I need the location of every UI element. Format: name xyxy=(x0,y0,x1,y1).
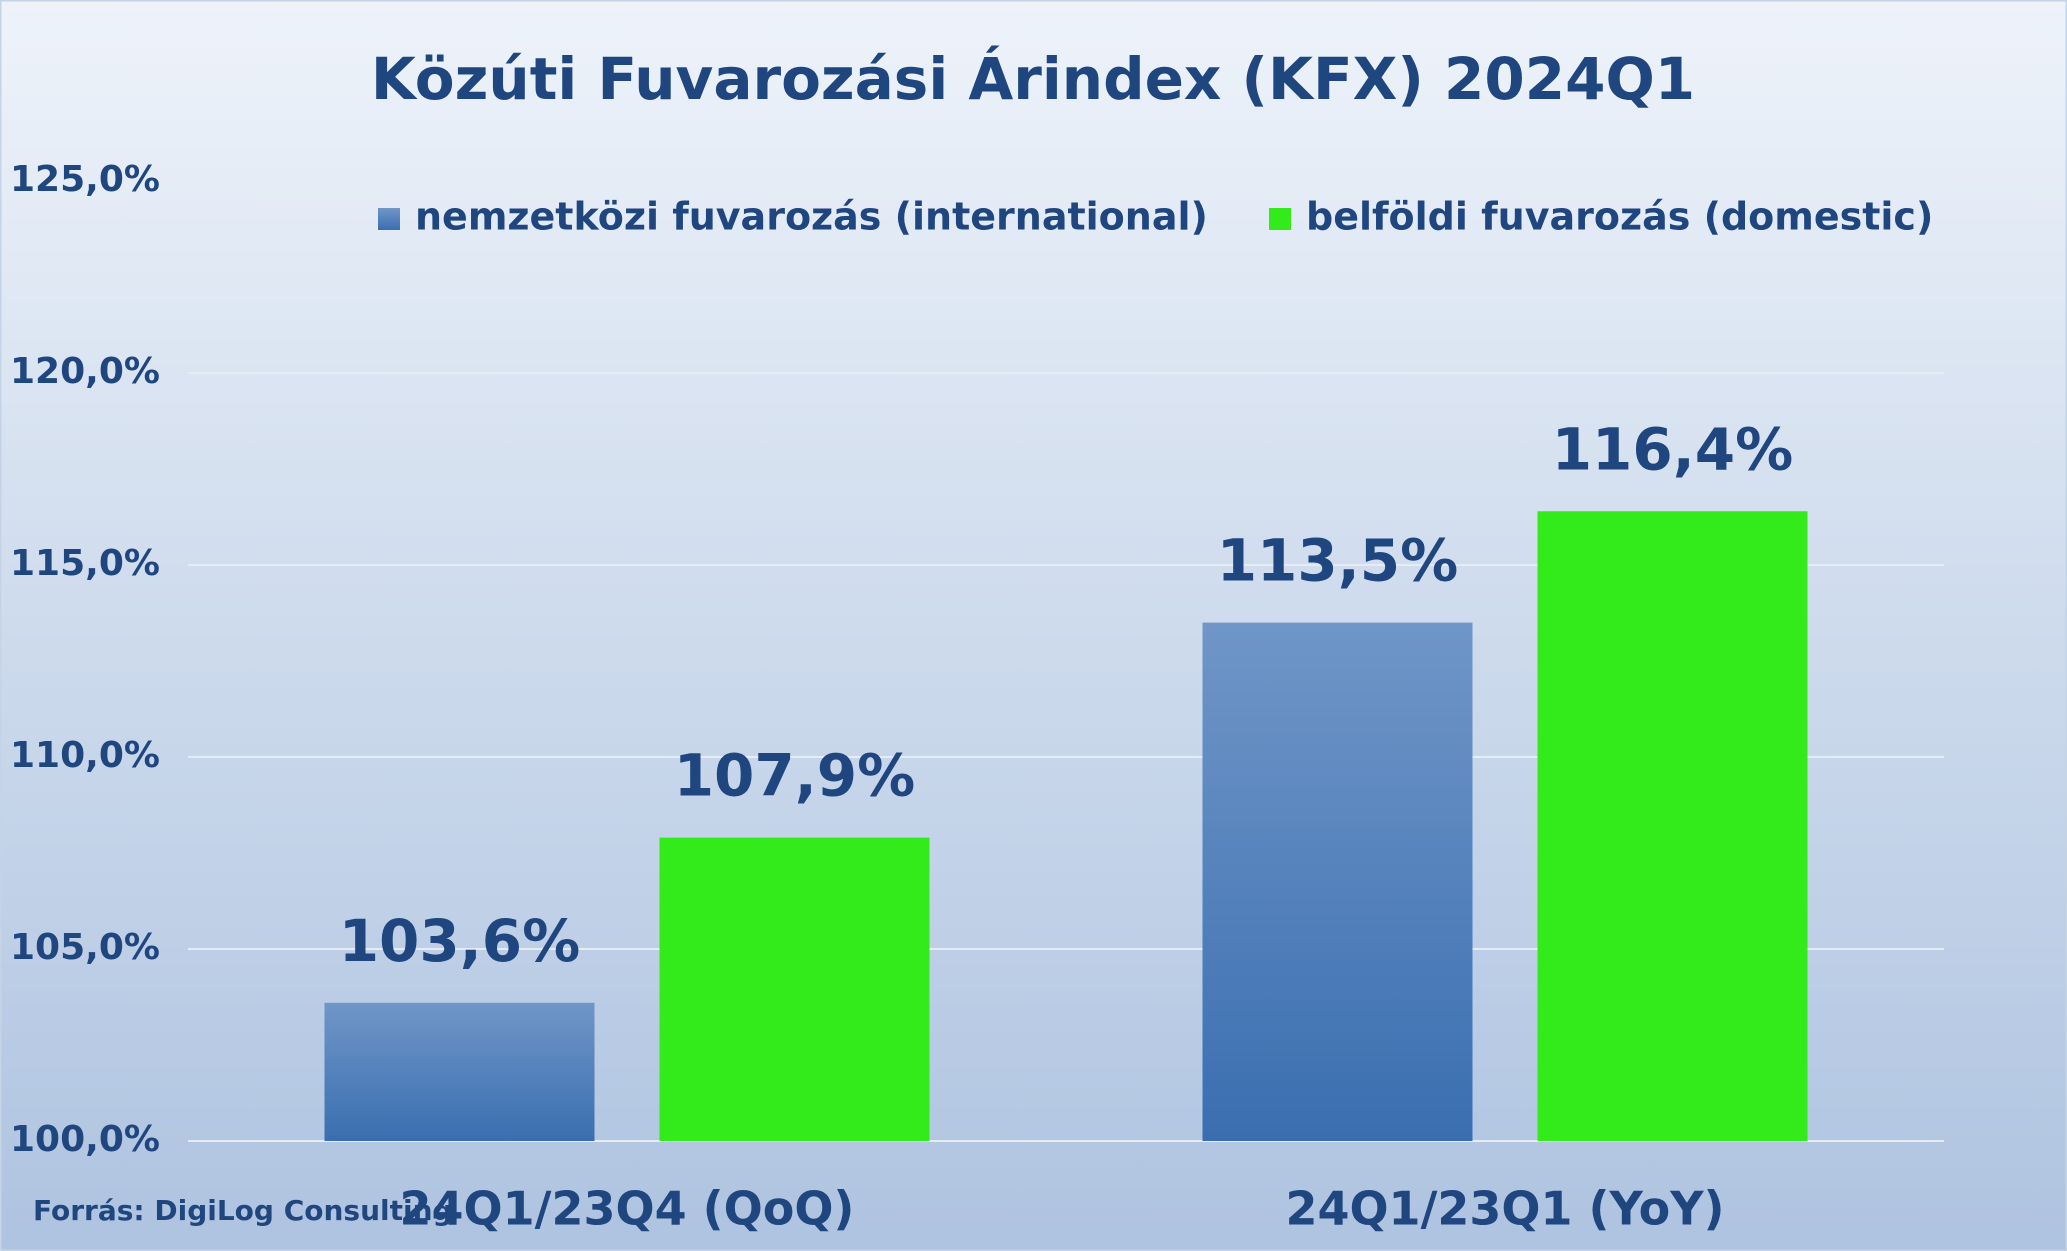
y-tick-label: 100,0% xyxy=(10,1119,160,1160)
value-label: 113,5% xyxy=(1217,527,1459,595)
x-tick-label: 24Q1/23Q4 (QoQ) xyxy=(400,1182,855,1236)
y-tick-label: 105,0% xyxy=(10,927,160,968)
bar xyxy=(659,837,930,1141)
y-tick-label: 110,0% xyxy=(10,735,160,776)
chart-title: Közúti Fuvarozási Árindex (KFX) 2024Q1 xyxy=(371,44,1695,113)
source-note: Forrás: DigiLog Consulting xyxy=(33,1194,453,1227)
bar xyxy=(324,1002,595,1141)
value-label: 103,6% xyxy=(339,907,581,975)
value-label: 107,9% xyxy=(674,742,916,810)
y-tick-label: 120,0% xyxy=(10,351,160,392)
legend-swatch xyxy=(378,208,400,230)
y-tick-label: 125,0% xyxy=(10,159,160,200)
y-tick-label: 115,0% xyxy=(10,543,160,584)
bar xyxy=(1202,622,1473,1141)
x-tick-label: 24Q1/23Q1 (YoY) xyxy=(1285,1182,1724,1236)
legend-label: nemzetközi fuvarozás (international) xyxy=(415,195,1208,239)
legend-swatch xyxy=(1269,208,1291,230)
legend-label: belföldi fuvarozás (domestic) xyxy=(1306,195,1933,239)
value-label: 116,4% xyxy=(1552,415,1794,483)
bar xyxy=(1537,511,1808,1141)
